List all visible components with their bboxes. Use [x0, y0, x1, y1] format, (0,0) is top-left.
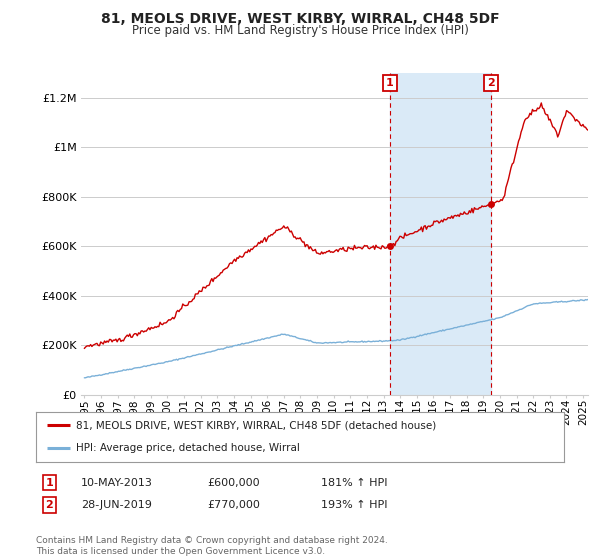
Text: 10-MAY-2013: 10-MAY-2013: [81, 478, 153, 488]
Text: 2: 2: [488, 78, 495, 88]
Text: 181% ↑ HPI: 181% ↑ HPI: [321, 478, 388, 488]
Text: HPI: Average price, detached house, Wirral: HPI: Average price, detached house, Wirr…: [76, 444, 299, 454]
Text: £600,000: £600,000: [207, 478, 260, 488]
Text: 81, MEOLS DRIVE, WEST KIRBY, WIRRAL, CH48 5DF: 81, MEOLS DRIVE, WEST KIRBY, WIRRAL, CH4…: [101, 12, 499, 26]
Text: 81, MEOLS DRIVE, WEST KIRBY, WIRRAL, CH48 5DF (detached house): 81, MEOLS DRIVE, WEST KIRBY, WIRRAL, CH4…: [76, 420, 436, 430]
Text: Contains HM Land Registry data © Crown copyright and database right 2024.
This d: Contains HM Land Registry data © Crown c…: [36, 536, 388, 556]
Text: 1: 1: [386, 78, 394, 88]
Text: 2: 2: [46, 500, 53, 510]
Text: £770,000: £770,000: [207, 500, 260, 510]
Text: Price paid vs. HM Land Registry's House Price Index (HPI): Price paid vs. HM Land Registry's House …: [131, 24, 469, 37]
Bar: [389, 73, 491, 395]
Text: 193% ↑ HPI: 193% ↑ HPI: [321, 500, 388, 510]
Text: 1: 1: [46, 478, 53, 488]
Text: 28-JUN-2019: 28-JUN-2019: [81, 500, 152, 510]
